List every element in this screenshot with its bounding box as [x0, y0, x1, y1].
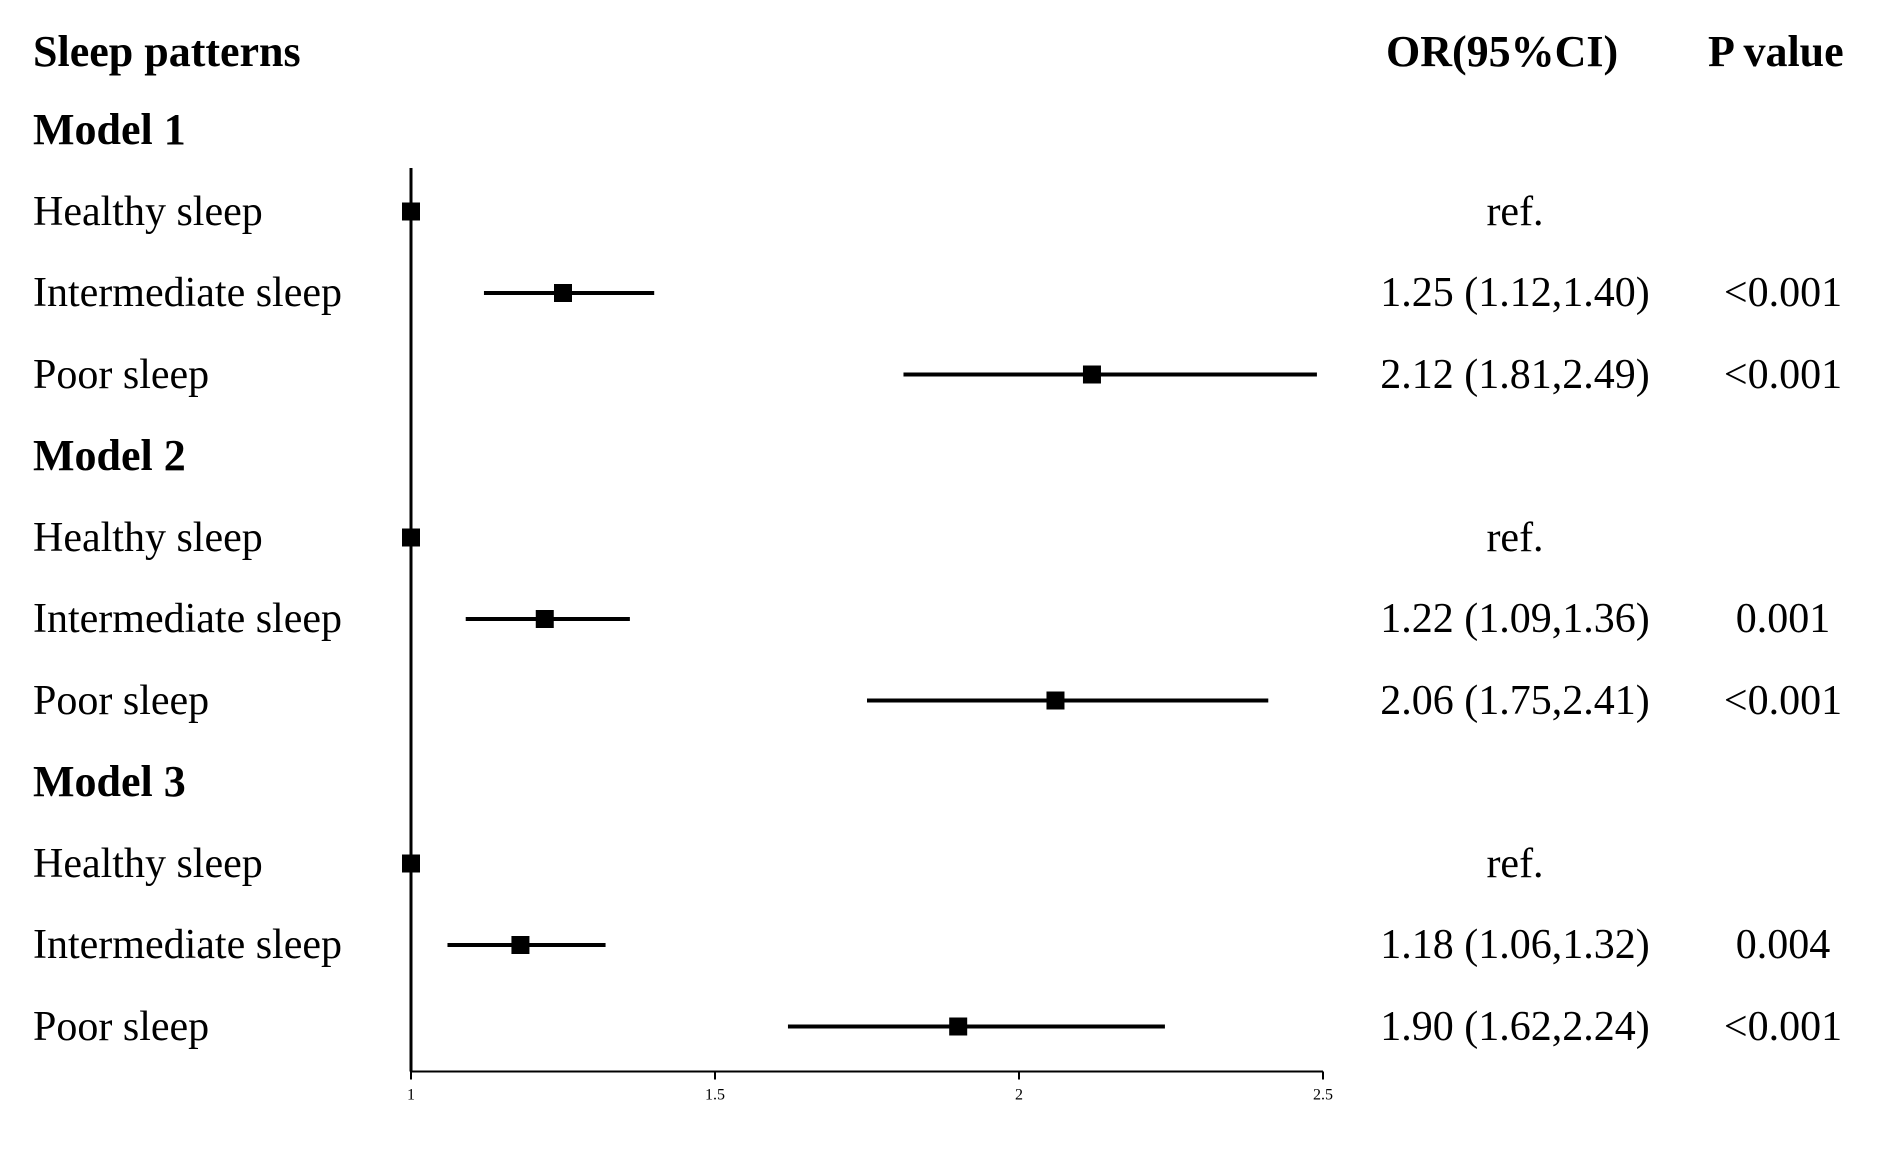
header-sleep-patterns: Sleep patterns [33, 27, 301, 76]
p-value: 0.004 [1735, 922, 1831, 968]
x-tick-label: 1 [407, 1087, 415, 1104]
or-ci-value: 1.25 (1.12,1.40) [1380, 270, 1650, 316]
or-ci-value: ref. [1486, 840, 1544, 887]
model-heading: Model 3 [33, 757, 186, 806]
row-label: Poor sleep [33, 677, 210, 724]
row-label: Poor sleep [33, 1003, 210, 1050]
row-label: Healthy sleep [33, 840, 263, 887]
or-ci-value: ref. [1486, 514, 1544, 561]
or-marker [554, 284, 572, 302]
row-label: Intermediate sleep [33, 922, 343, 968]
or-marker [949, 1017, 968, 1036]
p-value: <0.001 [1723, 1003, 1843, 1050]
row-label: Intermediate sleep [33, 270, 343, 316]
x-tick-label: 2.5 [1313, 1087, 1333, 1104]
model-heading: Model 2 [33, 431, 186, 480]
p-value: <0.001 [1723, 677, 1843, 724]
header-or-ci: OR(95%CI) [1386, 27, 1619, 76]
or-ci-value: 2.06 (1.75,2.41) [1380, 677, 1650, 724]
or-ci-value: ref. [1486, 188, 1544, 235]
or-ci-value: 1.90 (1.62,2.24) [1380, 1003, 1650, 1050]
or-ci-value: 1.18 (1.06,1.32) [1380, 922, 1650, 968]
p-value: 0.001 [1735, 596, 1831, 642]
or-marker [511, 936, 530, 954]
or-marker [1082, 365, 1101, 384]
x-tick-label: 1.5 [705, 1087, 725, 1104]
p-value: <0.001 [1723, 351, 1843, 398]
header-p-value: P value [1708, 27, 1844, 76]
row-label: Healthy sleep [33, 514, 263, 561]
x-tick-label: 2 [1015, 1087, 1023, 1104]
or-marker [1046, 691, 1065, 710]
p-value: <0.001 [1723, 270, 1843, 316]
or-ci-value: 2.12 (1.81,2.49) [1380, 351, 1650, 398]
row-label: Intermediate sleep [33, 596, 343, 642]
or-ci-value: 1.22 (1.09,1.36) [1380, 596, 1650, 642]
model-heading: Model 1 [33, 105, 186, 154]
or-marker [535, 610, 554, 628]
row-label: Poor sleep [33, 351, 210, 398]
row-label: Healthy sleep [33, 188, 263, 235]
